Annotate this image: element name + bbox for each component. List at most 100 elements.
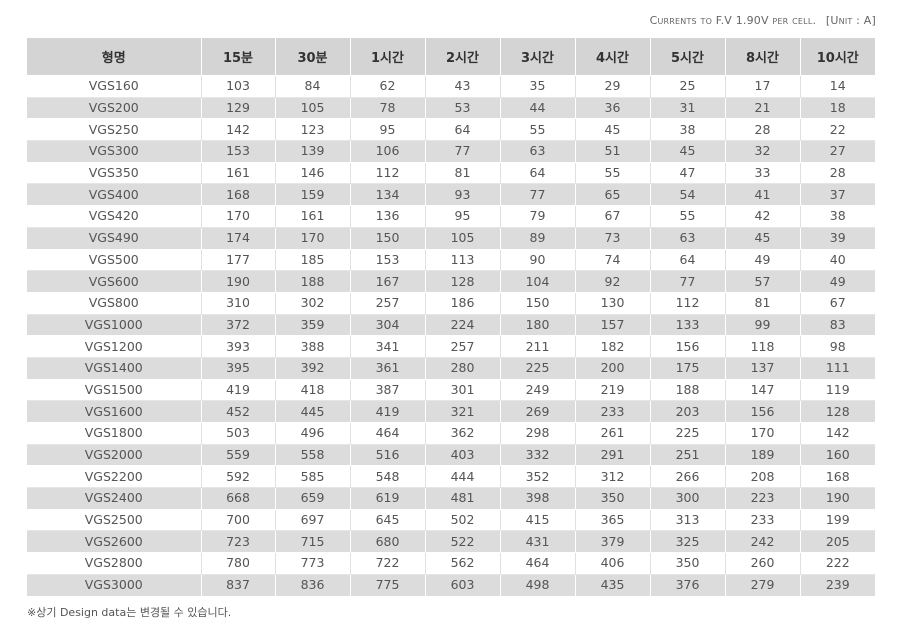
current-cell: 35 (500, 75, 576, 98)
current-cell: 139 (275, 140, 351, 163)
current-cell: 464 (500, 552, 576, 575)
current-cell: 84 (275, 75, 351, 98)
current-cell: 168 (800, 465, 875, 489)
current-cell: 775 (350, 574, 426, 597)
current-cell: 112 (650, 292, 726, 315)
current-cell: 28 (800, 162, 875, 185)
header-duration: 3시간 (500, 38, 576, 76)
table-row: VGS600 190 188 167 128 104 92 77 57 49 (27, 270, 875, 293)
current-cell: 203 (650, 400, 726, 423)
current-cell: 180 (500, 314, 576, 337)
current-cell: 680 (350, 530, 426, 554)
table-row: VGS2500 700 697 645 502 415 365 313 233 199 (27, 509, 875, 532)
current-cell: 452 (201, 400, 276, 423)
current-cell: 51 (575, 140, 651, 163)
current-cell: 837 (201, 574, 276, 597)
model-cell: VGS2600 (27, 530, 202, 554)
current-cell: 38 (800, 205, 875, 228)
model-cell: VGS2000 (27, 444, 202, 467)
model-cell: VGS300 (27, 140, 202, 163)
model-cell: VGS2800 (27, 552, 202, 575)
current-cell: 522 (425, 530, 501, 554)
current-cell: 251 (650, 444, 726, 467)
current-cell: 585 (275, 465, 351, 489)
current-cell: 150 (500, 292, 576, 315)
current-cell: 225 (500, 357, 576, 380)
model-cell: VGS200 (27, 97, 202, 120)
model-cell: VGS400 (27, 183, 202, 207)
current-cell: 83 (800, 314, 875, 337)
current-cell: 502 (425, 509, 501, 532)
current-cell: 49 (800, 270, 875, 293)
current-cell: 548 (350, 465, 426, 489)
current-cell: 67 (575, 205, 651, 228)
current-cell: 406 (575, 552, 651, 575)
current-cell: 697 (275, 509, 351, 532)
current-cell: 435 (575, 574, 651, 597)
current-cell: 105 (425, 227, 501, 250)
current-cell: 18 (800, 97, 875, 120)
current-cell: 147 (725, 379, 801, 402)
current-cell: 65 (575, 183, 651, 207)
current-cell: 310 (201, 292, 276, 315)
current-cell: 619 (350, 487, 426, 510)
current-cell: 313 (650, 509, 726, 532)
current-cell: 106 (350, 140, 426, 163)
table-row: VGS3000 837 836 775 603 498 435 376 279 239 (27, 574, 875, 597)
model-cell: VGS1400 (27, 357, 202, 380)
current-cell: 257 (350, 292, 426, 315)
current-cell: 33 (725, 162, 801, 185)
current-cell: 592 (201, 465, 276, 489)
table-row: VGS490 174 170 150 105 89 73 63 45 39 (27, 227, 875, 250)
model-cell: VGS2200 (27, 465, 202, 489)
current-cell: 37 (800, 183, 875, 207)
current-cell: 43 (425, 75, 501, 98)
current-cell: 170 (725, 422, 801, 445)
current-cell: 722 (350, 552, 426, 575)
current-cell: 90 (500, 249, 576, 272)
current-cell: 177 (201, 249, 276, 272)
model-cell: VGS500 (27, 249, 202, 272)
current-cell: 403 (425, 444, 501, 467)
table-row: VGS2400 668 659 619 481 398 350 300 223 190 (27, 487, 875, 510)
current-cell: 415 (500, 509, 576, 532)
table-row: VGS2600 723 715 680 522 431 379 325 242 205 (27, 530, 875, 554)
current-cell: 261 (575, 422, 651, 445)
header-duration: 8시간 (725, 38, 801, 76)
table-row: VGS1600 452 445 419 321 269 233 203 156 128 (27, 400, 875, 423)
current-cell: 38 (650, 118, 726, 142)
current-cell: 63 (500, 140, 576, 163)
discharge-current-table: 형명 15분 30분 1시간 2시간 3시간 4시간 5시간 8시간 10시간 VGS160 103… (27, 38, 875, 597)
table-row: VGS350 161 146 112 81 64 55 47 33 28 (27, 162, 875, 185)
current-cell: 388 (275, 335, 351, 358)
current-cell: 780 (201, 552, 276, 575)
current-cell: 55 (500, 118, 576, 142)
current-cell: 64 (500, 162, 576, 185)
current-cell: 128 (425, 270, 501, 293)
current-cell: 376 (650, 574, 726, 597)
current-cell: 419 (350, 400, 426, 423)
table-row: VGS300 153 139 106 77 63 51 45 32 27 (27, 140, 875, 163)
current-cell: 53 (425, 97, 501, 120)
header-duration: 10시간 (800, 38, 875, 76)
current-cell: 233 (725, 509, 801, 532)
current-cell: 130 (575, 292, 651, 315)
current-cell: 182 (575, 335, 651, 358)
current-cell: 92 (575, 270, 651, 293)
current-cell: 223 (725, 487, 801, 510)
current-cell: 113 (425, 249, 501, 272)
current-cell: 77 (425, 140, 501, 163)
current-cell: 81 (725, 292, 801, 315)
current-cell: 45 (575, 118, 651, 142)
current-cell: 350 (650, 552, 726, 575)
table-row: VGS400 168 159 134 93 77 65 54 41 37 (27, 183, 875, 207)
current-cell: 352 (500, 465, 576, 489)
current-cell: 95 (425, 205, 501, 228)
table-row: VGS1500 419 418 387 301 249 219 188 147 119 (27, 379, 875, 402)
current-cell: 603 (425, 574, 501, 597)
current-cell: 167 (350, 270, 426, 293)
current-cell: 233 (575, 400, 651, 423)
current-cell: 715 (275, 530, 351, 554)
current-cell: 312 (575, 465, 651, 489)
current-cell: 14 (800, 75, 875, 98)
